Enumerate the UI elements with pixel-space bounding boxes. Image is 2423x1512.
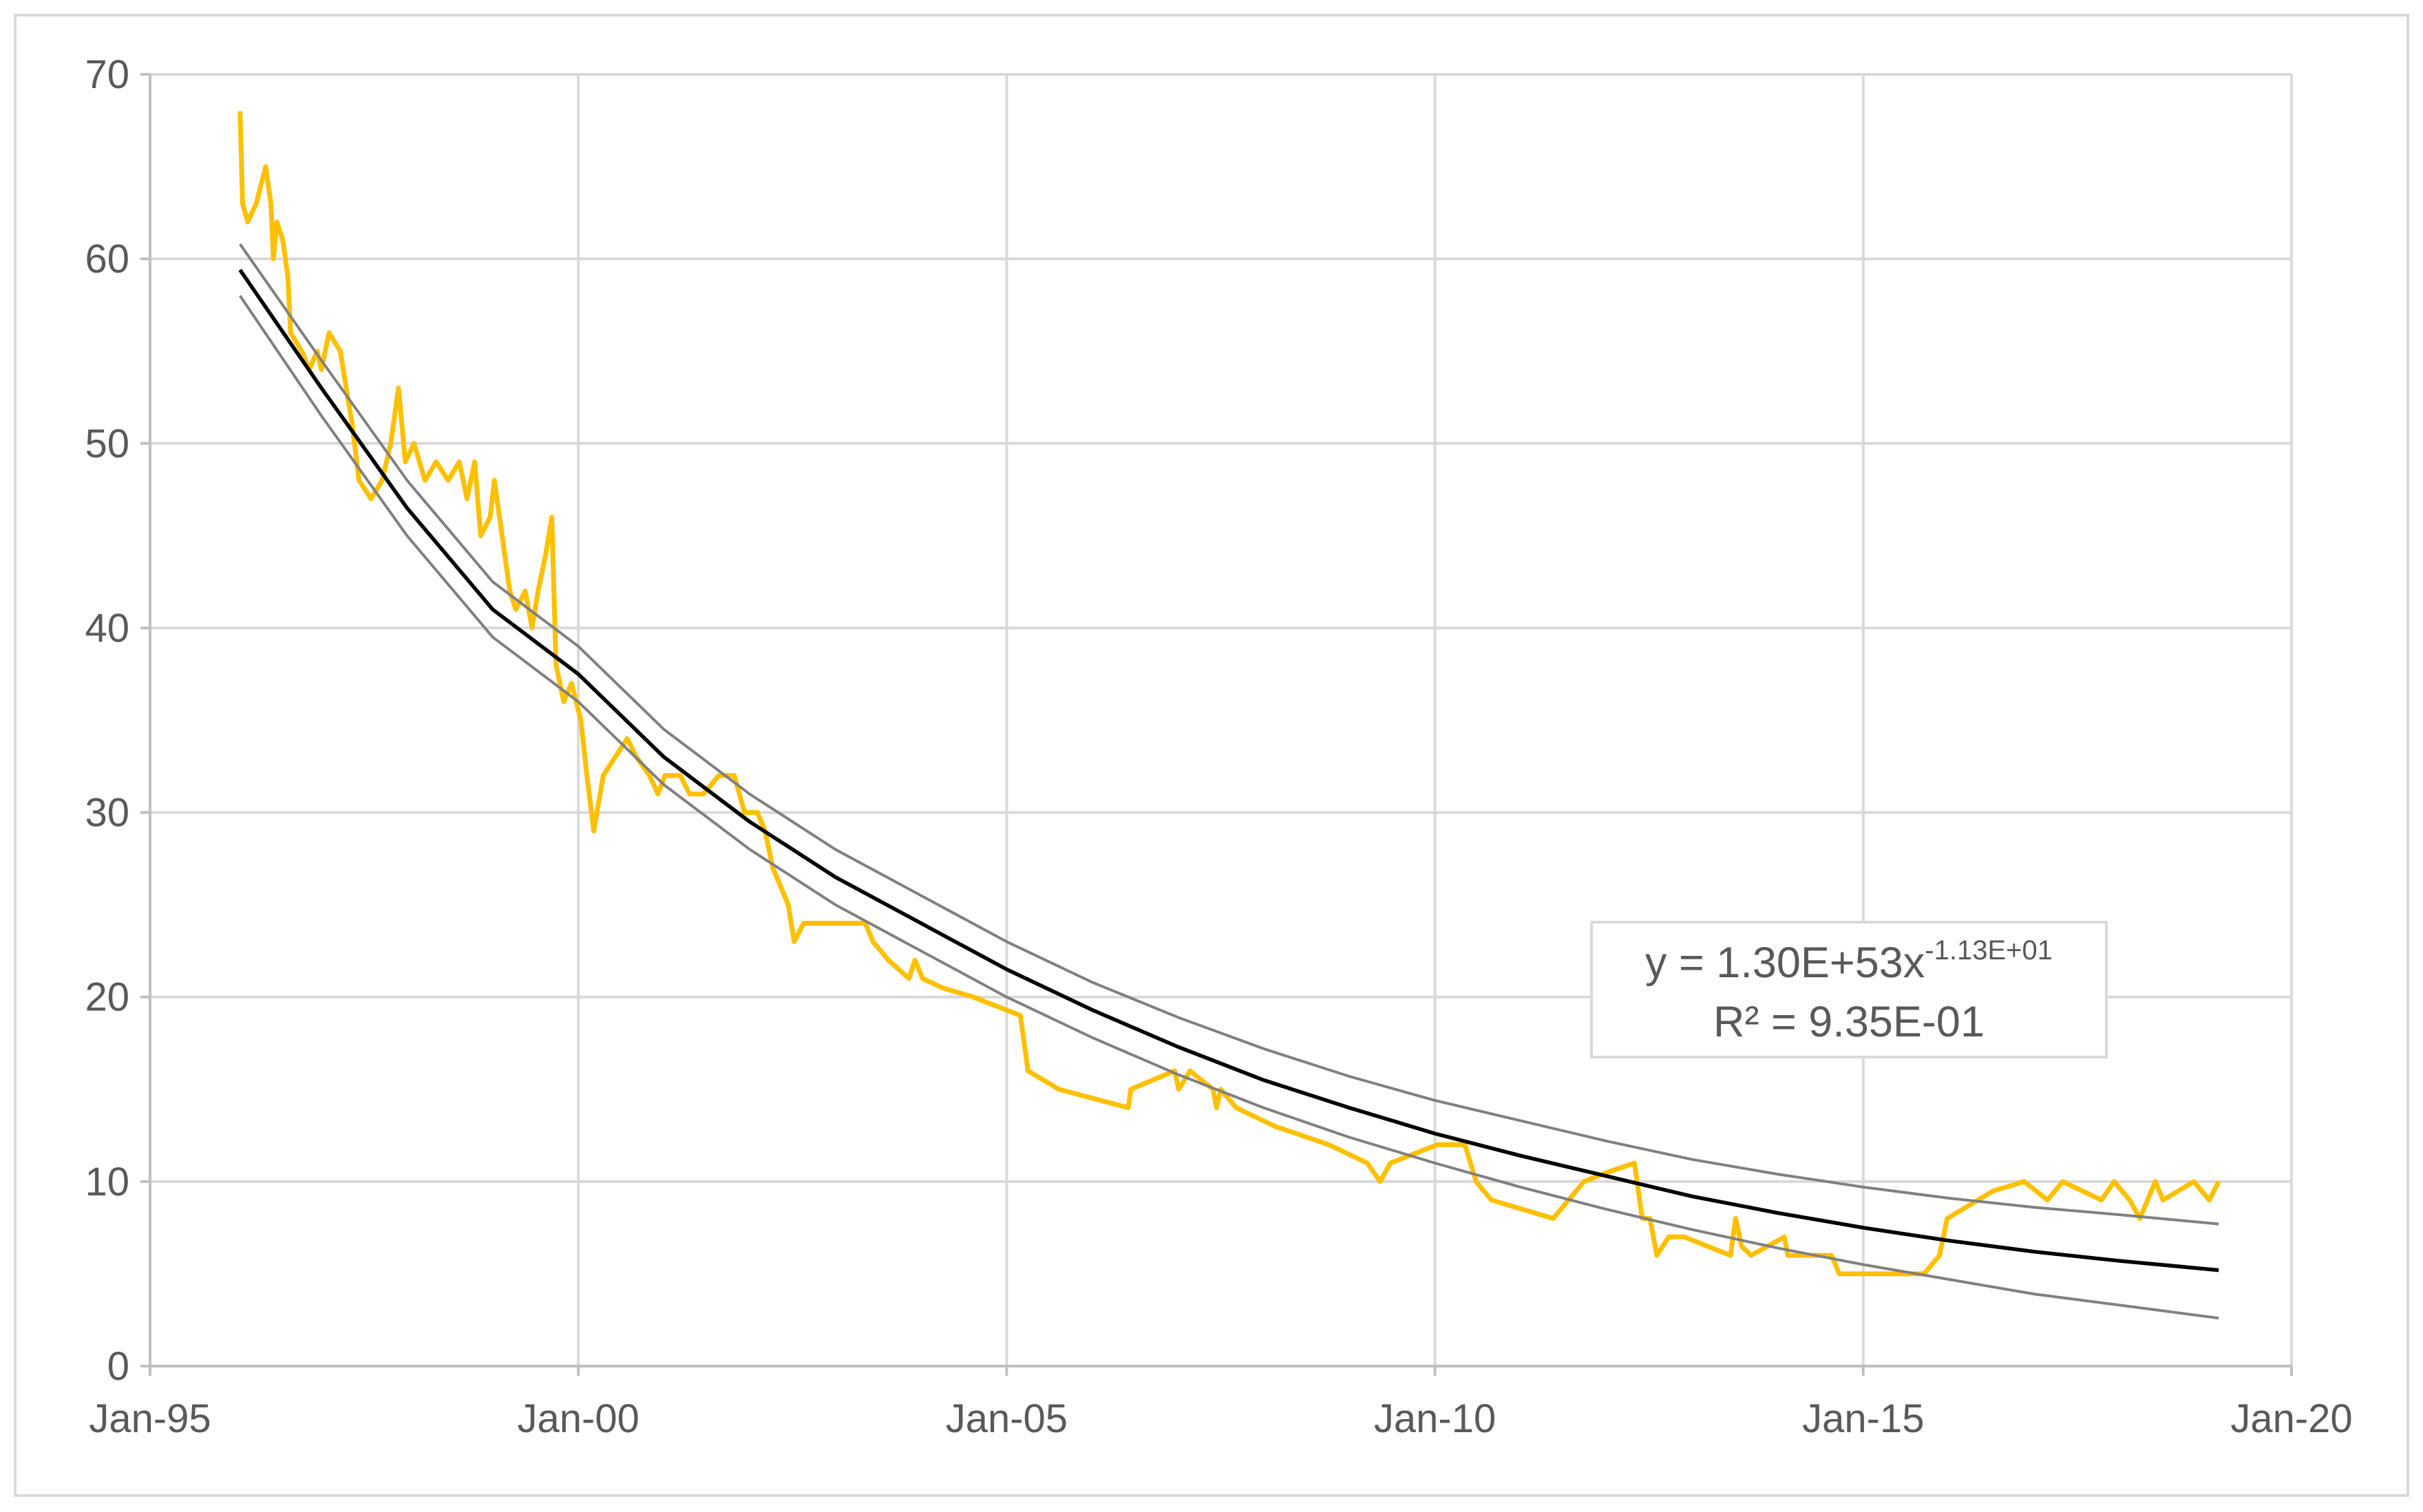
- series-line: [239, 295, 2219, 1320]
- y-tick-label: 30: [85, 791, 129, 835]
- y-tick-label: 10: [85, 1160, 129, 1204]
- y-tick-label: 40: [85, 606, 129, 650]
- y-tick-label: 50: [85, 421, 129, 466]
- series-line: [238, 268, 2219, 1273]
- grid: [149, 73, 2293, 1367]
- equation: y = 1.30E+53x-1.13E+01: [1645, 935, 2053, 987]
- x-tick-label: Jan-20: [2230, 1396, 2352, 1441]
- x-tick-label: Jan-15: [1802, 1396, 1924, 1441]
- y-tick-label: 0: [107, 1344, 129, 1389]
- y-tick-label: 60: [85, 237, 129, 281]
- equation-base: y = 1.30E+53x: [1645, 939, 1925, 987]
- lines: [237, 111, 2221, 1320]
- x-tick-label: Jan-00: [518, 1396, 639, 1441]
- x-tick-label: Jan-10: [1374, 1396, 1496, 1441]
- series-line: [239, 243, 2219, 1226]
- x-tick-label: Jan-05: [946, 1396, 1068, 1441]
- y-tick-label: 70: [85, 52, 129, 97]
- y-tick-label: 20: [85, 975, 129, 1020]
- annotation-box: [1590, 921, 2108, 1058]
- chart-border: [14, 14, 2409, 1497]
- r-squared: R² = 9.35E-01: [1713, 998, 1985, 1046]
- equation-exponent: -1.13E+01: [1925, 935, 2053, 966]
- x-tick-label: Jan-95: [89, 1396, 211, 1441]
- series-line: [237, 111, 2221, 1277]
- axes: 0 10 20 30 40 50 60 70 Jan-95 Jan-00 Jan-05 Jan-10 J…: [85, 52, 2352, 1441]
